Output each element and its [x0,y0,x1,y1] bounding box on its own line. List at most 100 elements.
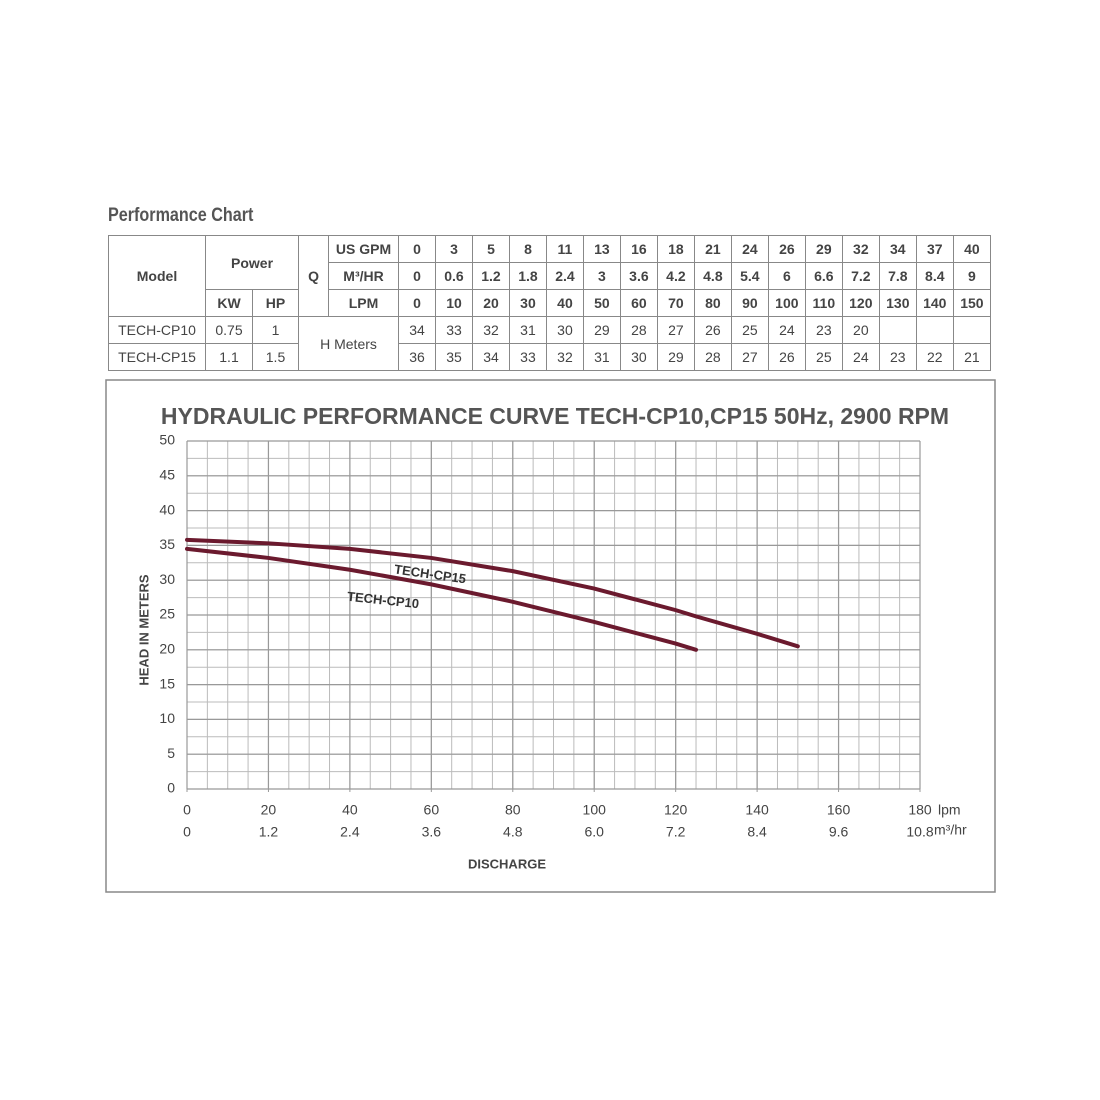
table-cell: 2.4 [545,262,584,290]
table-row: M³/HR 0 0.6 1.2 1.8 2.4 3 3.6 4.2 4.8 5.4 6 6.6 7.2 7.… [109,262,992,290]
table-cell: 110 [804,289,843,317]
table-cell: 0 [398,235,436,263]
table-cell: 0 [398,262,436,290]
table-cell: 120 [841,289,880,317]
table-cell: 26 [767,343,806,371]
table-cell: 4.2 [656,262,695,290]
table-cell: 26 [693,316,732,344]
table-cell: 32 [545,343,584,371]
table-cell: 32 [471,316,510,344]
curve-label: TECH-CP10 [346,589,419,611]
table-cell: 3 [582,262,621,290]
table-cell: 0 [398,289,436,317]
table-cell: 29 [804,235,843,263]
x2-tick-label: 2.4 [340,824,360,840]
table-cell: 8.4 [915,262,954,290]
table-cell: 31 [582,343,621,371]
y-tick-label: 20 [159,641,175,657]
table-cell: 6 [767,262,806,290]
y-tick-label: 10 [159,710,175,726]
table-cell: 26 [767,235,806,263]
table-cell: 1.5 [251,343,300,371]
table-cell: 34 [471,343,510,371]
x2-tick-label: 10.8 [906,824,933,840]
x2-tick-label: 3.6 [422,824,442,840]
table-cell: Model [108,235,206,317]
x-tick-label: 140 [745,802,769,818]
y-tick-label: 15 [159,675,175,691]
table-cell: 37 [915,235,954,263]
table-cell: 150 [952,289,992,317]
table-cell [878,316,917,344]
x2-tick-label: 6.0 [584,824,604,840]
table-cell: 16 [619,235,658,263]
table-cell: 33 [435,316,473,344]
table-cell: 28 [693,343,732,371]
table-cell: 20 [841,316,880,344]
table-cell: 4.8 [693,262,732,290]
table-cell: 29 [656,343,695,371]
table-cell: Q [298,235,330,317]
x2-tick-label: 1.2 [259,824,279,840]
table-cell: 50 [582,289,621,317]
x2-unit: m³/hr [934,822,967,838]
curve [185,546,699,652]
table-title: Performance Chart [108,205,254,226]
table-cell: 0.6 [435,262,473,290]
table-cell: TECH-CP10 [108,316,206,344]
performance-table: Model Power Q US GPM 0 3 5 8 11 13 16 18 21 24 26 29 32 3… [108,235,992,371]
table-cell: 27 [730,343,769,371]
table-cell: 70 [656,289,695,317]
table-cell: 21 [952,343,992,371]
x2-tick-label: 8.4 [747,824,767,840]
table-cell: 5 [471,235,510,263]
table-cell: 90 [730,289,769,317]
table-cell: 11 [545,235,584,263]
table-cell: 130 [878,289,917,317]
table-cell: 24 [841,343,880,371]
table-cell: HP [251,289,300,317]
y-tick-label: 45 [159,467,175,483]
x-tick-label: 20 [261,802,277,818]
table-row: TECH-CP15 1.1 1.5 36 35 34 33 32 31 30 29 28 27 26 25 2… [108,343,992,371]
y-tick-label: 5 [167,745,175,761]
chart-frame [105,379,996,893]
table-cell: 3 [435,235,473,263]
table-cell: 1.1 [205,343,253,371]
table-cell: 9 [952,262,992,290]
table-cell: 3.6 [619,262,658,290]
x-tick-label: 80 [505,802,521,818]
table-cell: 40 [952,235,992,263]
x2-tick-label: 7.2 [666,824,686,840]
table-cell: 60 [619,289,658,317]
table-cell: 36 [398,343,436,371]
table-cell: US GPM [328,235,400,263]
y-axis-label: HEAD IN METERS [136,574,151,686]
table-cell: 18 [656,235,695,263]
table-cell: H Meters [298,316,400,371]
table-cell: 30 [619,343,658,371]
x-tick-label: 120 [664,802,688,818]
x-tick-label: 0 [183,802,191,818]
x-axis-label: DISCHARGE [468,856,546,871]
table-cell: KW [205,289,253,317]
x-tick-label: 60 [424,802,440,818]
table-cell: 29 [582,316,621,344]
x-tick-label: 40 [342,802,358,818]
table-row: Model Power Q US GPM 0 3 5 8 11 13 16 18 21 24 26 29 32 3… [108,235,992,317]
table-cell: 23 [878,343,917,371]
table-cell: 34 [398,316,436,344]
table-cell: Power [204,235,300,290]
chart-title: HYDRAULIC PERFORMANCE CURVE TECH-CP10,CP… [161,403,949,429]
table-cell: 21 [693,235,732,263]
x2-tick-label: 4.8 [503,824,523,840]
y-tick-label: 50 [159,432,175,448]
curve [185,537,800,649]
y-tick-label: 0 [167,780,175,796]
y-tick-label: 25 [159,606,175,622]
table-cell: 10 [435,289,473,317]
table-cell: TECH-CP15 [108,343,206,371]
table-cell: 0.75 [205,316,253,344]
